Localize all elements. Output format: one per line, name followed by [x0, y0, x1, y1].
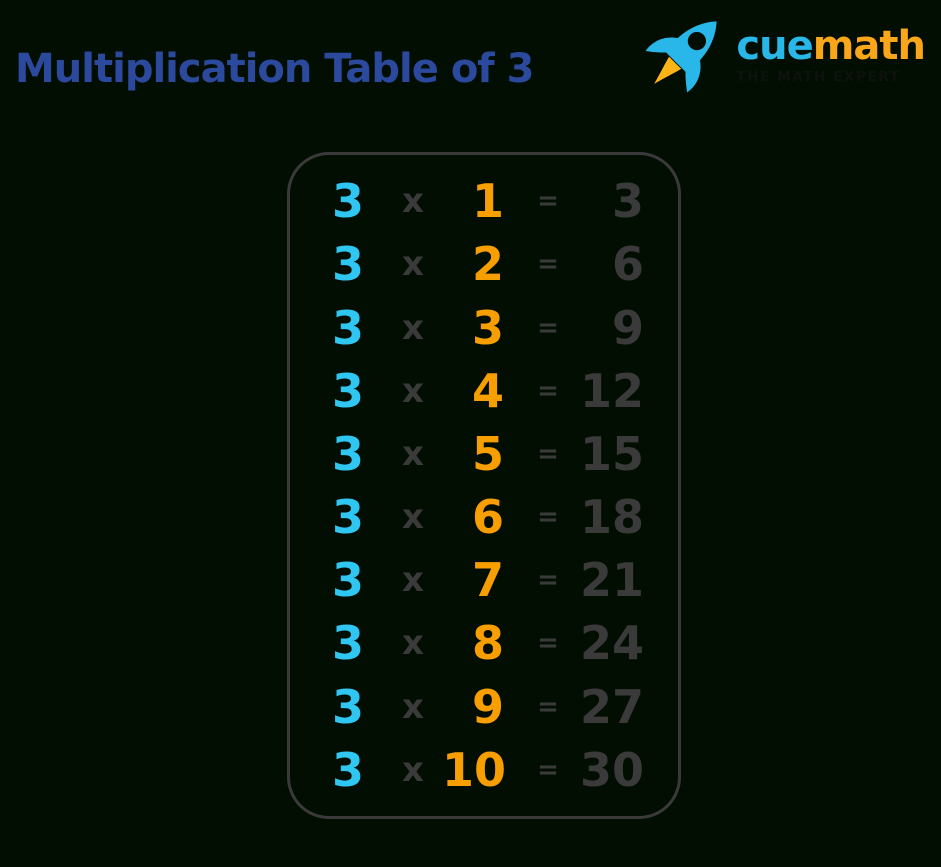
equals-sign: = [537, 754, 559, 785]
product: 21 [579, 553, 644, 608]
multiplier: 3 [471, 300, 504, 355]
multiplier: 8 [471, 616, 504, 671]
table-row: 3 x 10 = 30 [290, 747, 678, 793]
product: 18 [579, 490, 644, 545]
equals-sign: = [537, 691, 559, 722]
multiplicand: 3 [331, 679, 364, 734]
times-operator: x [402, 623, 424, 664]
product: 6 [611, 237, 644, 292]
product: 24 [579, 616, 644, 671]
multiplicand: 3 [331, 742, 364, 797]
times-operator: x [402, 181, 424, 222]
brand-math: math [812, 22, 926, 69]
multiplier: 9 [471, 679, 504, 734]
multiplier: 7 [471, 553, 504, 608]
multiplier: 6 [471, 490, 504, 545]
product: 15 [579, 426, 644, 481]
table-row: 3 x 1 = 3 [290, 178, 678, 224]
table-row: 3 x 6 = 18 [290, 494, 678, 540]
multiplicand: 3 [331, 426, 364, 481]
brand-wordmark: cuemath [736, 22, 926, 69]
table-row: 3 x 2 = 6 [290, 241, 678, 287]
product: 9 [611, 300, 644, 355]
multiplicand: 3 [331, 174, 364, 229]
times-operator: x [402, 497, 424, 538]
multiplier: 2 [471, 237, 504, 292]
equals-sign: = [537, 438, 559, 469]
product: 3 [611, 174, 644, 229]
cuemath-logo: cuemath THE MATH EXPERT [636, 6, 926, 102]
table-row: 3 x 3 = 9 [290, 305, 678, 351]
table-row: 3 x 7 = 21 [290, 557, 678, 603]
multiplicand: 3 [331, 553, 364, 608]
multiplicand: 3 [331, 616, 364, 671]
product: 30 [579, 742, 644, 797]
equals-sign: = [537, 628, 559, 659]
times-operator: x [402, 307, 424, 348]
times-operator: x [402, 560, 424, 601]
table-row: 3 x 5 = 15 [290, 431, 678, 477]
multiplier: 5 [471, 426, 504, 481]
equals-sign: = [537, 312, 559, 343]
multiplicand: 3 [331, 300, 364, 355]
table-row: 3 x 8 = 24 [290, 620, 678, 666]
times-operator: x [402, 244, 424, 285]
rocket-icon [646, 21, 717, 93]
multiplicand: 3 [331, 490, 364, 545]
brand-tagline: THE MATH EXPERT [736, 68, 901, 85]
equals-sign: = [537, 249, 559, 280]
times-operator: x [402, 686, 424, 727]
multiplier: 4 [471, 363, 504, 418]
equals-sign: = [537, 186, 559, 217]
product: 12 [579, 363, 644, 418]
times-operator: x [402, 749, 424, 790]
table-row: 3 x 9 = 27 [290, 684, 678, 730]
equals-sign: = [537, 375, 559, 406]
equals-sign: = [537, 502, 559, 533]
multiplication-table: 3 x 1 = 3 3 x 2 = 6 3 x 3 = 9 3 x 4 = 12… [287, 152, 681, 819]
times-operator: x [402, 370, 424, 411]
multiplicand: 3 [331, 237, 364, 292]
times-operator: x [402, 433, 424, 474]
multiplier: 1 [471, 174, 504, 229]
product: 27 [579, 679, 644, 734]
page-title: Multiplication Table of 3 [15, 46, 534, 92]
brand-text: cuemath THE MATH EXPERT [736, 22, 926, 85]
multiplier: 10 [442, 742, 507, 797]
multiplicand: 3 [331, 363, 364, 418]
equals-sign: = [537, 565, 559, 596]
table-row: 3 x 4 = 12 [290, 368, 678, 414]
brand-cue: cue [736, 22, 813, 69]
